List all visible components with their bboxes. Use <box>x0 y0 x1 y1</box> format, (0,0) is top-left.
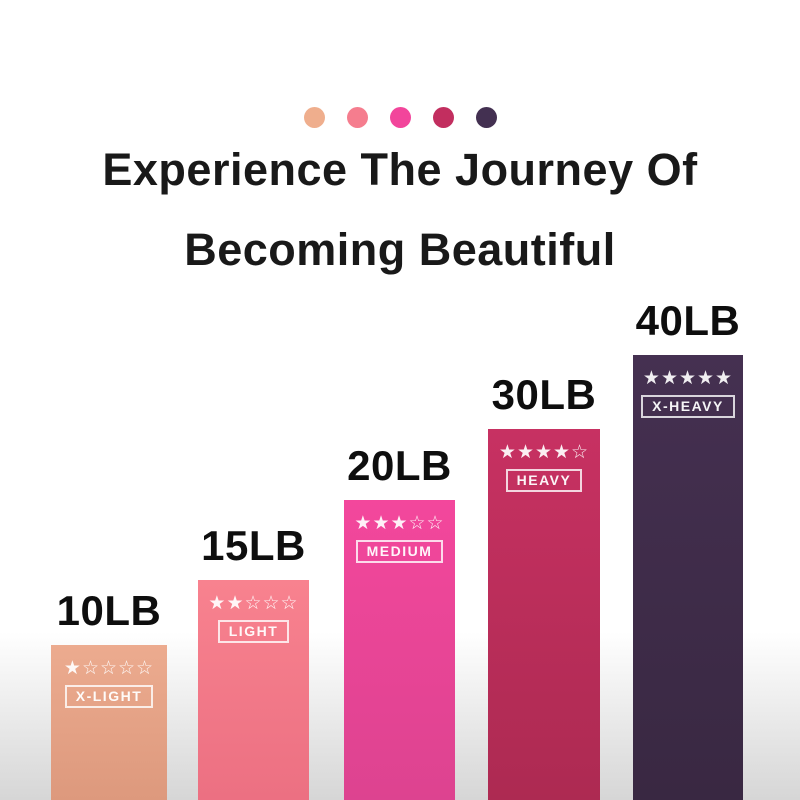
bar-column-30lb: 30LB ★★★★☆ HEAVY <box>488 374 600 800</box>
light-color-dot <box>346 107 368 128</box>
bar-column-40lb: 40LB ★★★★★ X-HEAVY <box>633 300 743 800</box>
star-rating: ★☆☆☆☆ <box>63 658 155 679</box>
star-rating: ★★★☆☆ <box>354 513 445 534</box>
x-light-color-dot <box>303 107 325 128</box>
bar-column-15lb: 15LB ★★☆☆☆ LIGHT <box>198 525 309 800</box>
star-rating: ★★★★★ <box>642 368 734 389</box>
bar-20lb: ★★★☆☆ MEDIUM <box>344 500 455 800</box>
weight-label: 40LB <box>635 297 741 344</box>
bar-column-10lb: 10LB ★☆☆☆☆ X-LIGHT <box>51 590 167 800</box>
bar-10lb: ★☆☆☆☆ X-LIGHT <box>51 645 167 800</box>
color-palette-dots <box>0 107 800 128</box>
title-line-1: Experience The Journey Of <box>102 144 698 195</box>
level-badge: MEDIUM <box>355 539 444 563</box>
star-rating: ★★★★☆ <box>498 442 590 463</box>
x-heavy-color-dot <box>475 107 497 128</box>
page-title: Experience The Journey Of Becoming Beaut… <box>0 130 800 290</box>
bar-column-20lb: 20LB ★★★☆☆ MEDIUM <box>344 445 455 800</box>
title-line-2: Becoming Beautiful <box>184 224 616 275</box>
level-badge: X-LIGHT <box>64 684 154 708</box>
bar-15lb: ★★☆☆☆ LIGHT <box>198 580 309 800</box>
bar-30lb: ★★★★☆ HEAVY <box>488 429 600 800</box>
bar-40lb: ★★★★★ X-HEAVY <box>633 355 743 800</box>
weight-label: 30LB <box>491 371 597 418</box>
heavy-color-dot <box>432 107 454 128</box>
medium-color-dot <box>389 107 411 128</box>
level-badge: X-HEAVY <box>641 394 735 418</box>
level-badge: LIGHT <box>217 619 290 643</box>
weight-label: 15LB <box>201 522 306 569</box>
weight-label: 10LB <box>56 587 162 634</box>
star-rating: ★★☆☆☆ <box>208 593 299 614</box>
level-badge: HEAVY <box>505 468 583 492</box>
weight-label: 20LB <box>347 442 452 489</box>
